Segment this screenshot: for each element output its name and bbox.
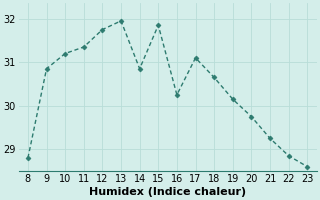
X-axis label: Humidex (Indice chaleur): Humidex (Indice chaleur): [89, 187, 246, 197]
